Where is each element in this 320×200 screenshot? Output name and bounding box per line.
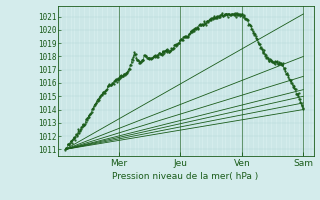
X-axis label: Pression niveau de la mer( hPa ): Pression niveau de la mer( hPa ) (112, 172, 259, 181)
